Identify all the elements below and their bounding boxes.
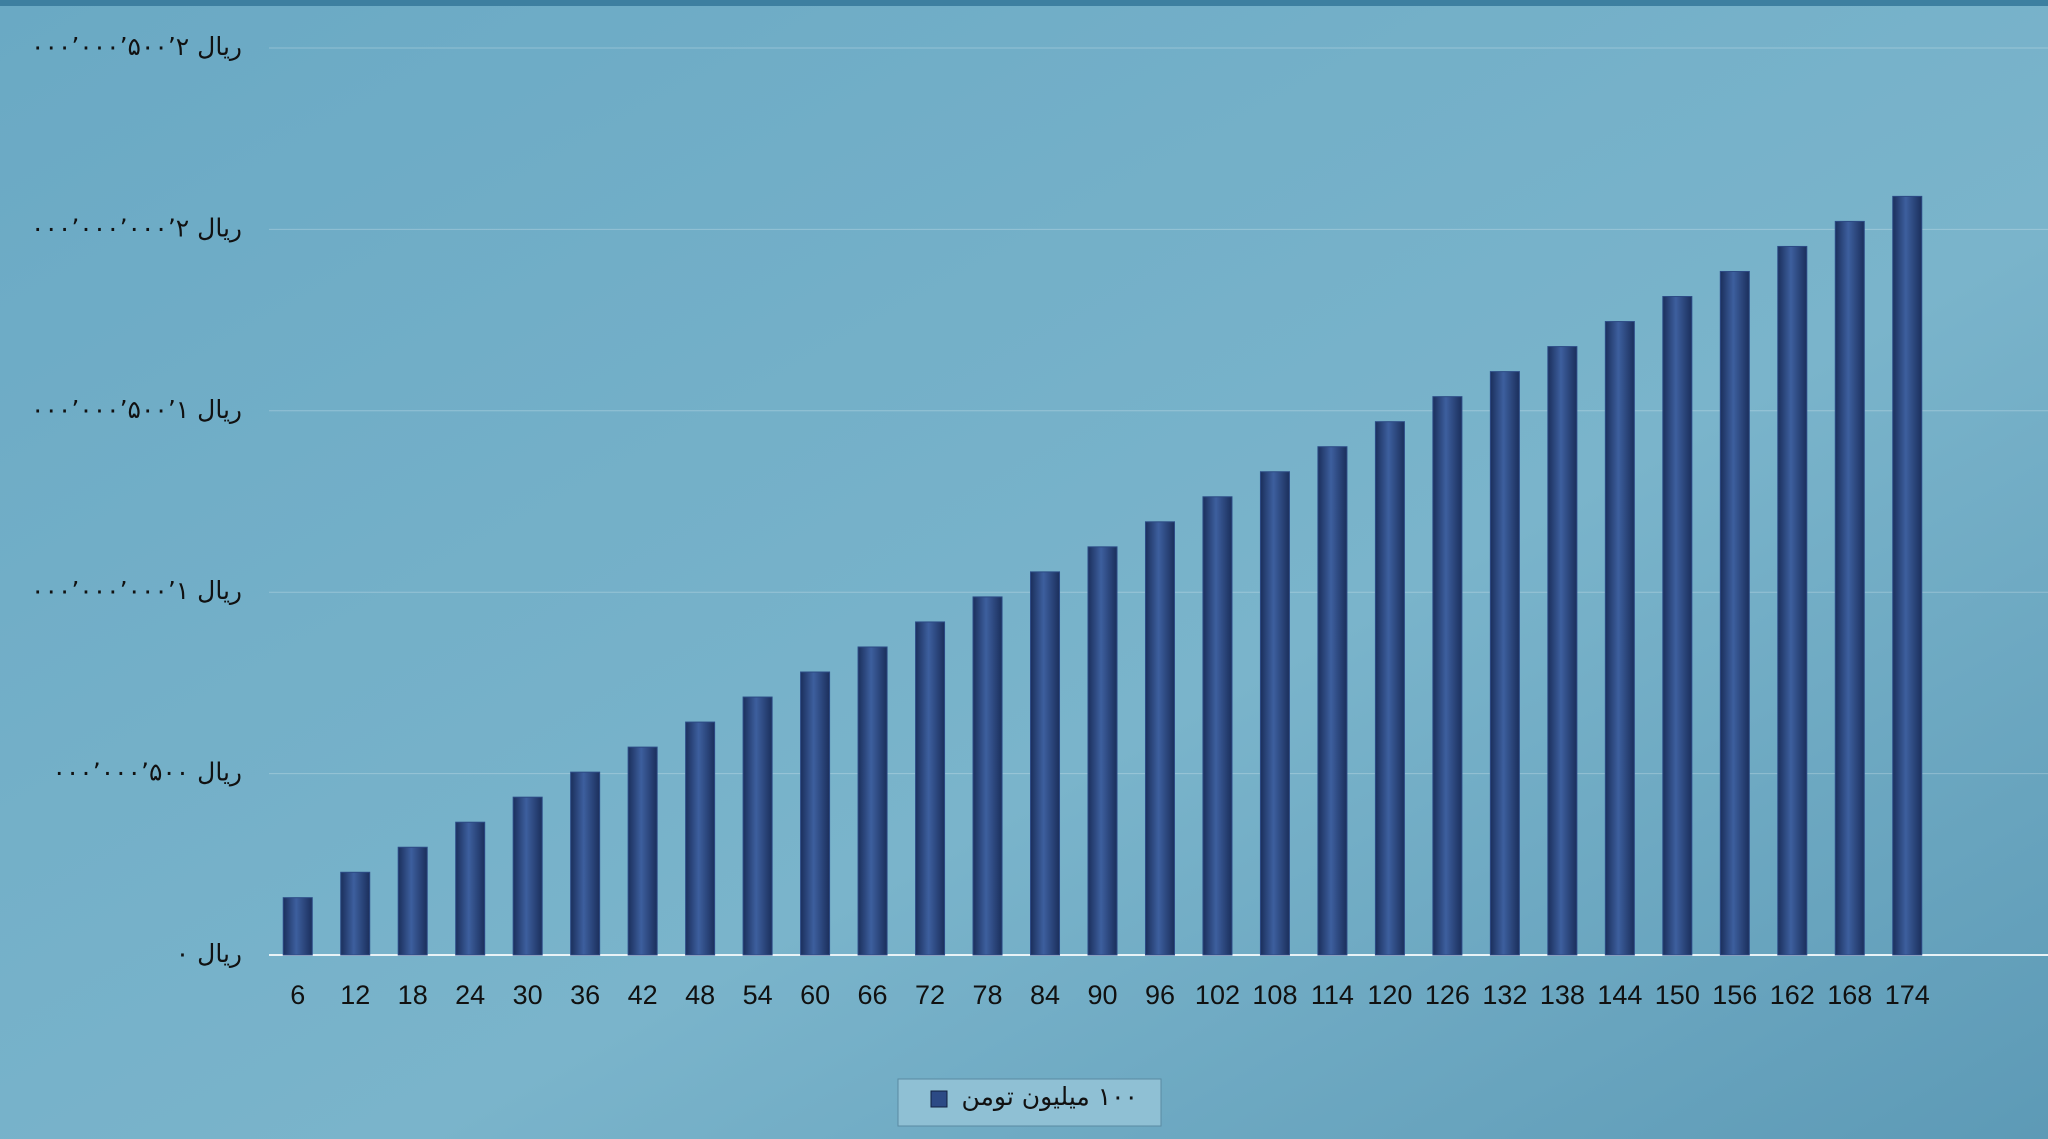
bar	[1662, 296, 1693, 956]
x-tick-label: 162	[1770, 980, 1815, 1010]
x-tick-label: 84	[1030, 980, 1060, 1010]
bar	[570, 771, 601, 956]
bar	[1489, 371, 1520, 956]
bar	[1604, 321, 1635, 956]
x-tick-label: 132	[1482, 980, 1527, 1010]
bar	[1547, 346, 1578, 956]
bar	[512, 796, 543, 956]
bar	[685, 721, 716, 956]
bar	[972, 596, 1003, 956]
x-tick-label: 42	[628, 980, 658, 1010]
y-tick-label: ریال ۱’۵۰۰’۰۰۰’۰۰۰	[31, 395, 242, 424]
x-tick-label: 156	[1712, 980, 1757, 1010]
y-tick-label: ریال ۲’۰۰۰’۰۰۰’۰۰۰	[31, 213, 242, 242]
x-tick-label: 114	[1311, 980, 1354, 1010]
x-tick-label: 138	[1540, 980, 1585, 1010]
bar	[397, 846, 428, 956]
x-tick-label: 12	[340, 980, 370, 1010]
x-tick-label: 6	[290, 980, 305, 1010]
x-tick-label: 48	[685, 980, 715, 1010]
y-tick-label: ریال ۰	[176, 939, 242, 968]
bar	[1259, 471, 1290, 956]
bar	[340, 871, 371, 956]
x-tick-label: 120	[1367, 980, 1412, 1010]
top-band	[0, 0, 2048, 6]
x-tick-label: 168	[1827, 980, 1872, 1010]
bar	[1777, 245, 1808, 956]
y-tick-label: ریال ۱’۰۰۰’۰۰۰’۰۰۰	[31, 576, 242, 605]
x-tick-label: 36	[570, 980, 600, 1010]
y-tick-label: ریال ۵۰۰’۰۰۰’۰۰۰	[52, 758, 242, 787]
x-tick-label: 90	[1087, 980, 1117, 1010]
bar	[1144, 521, 1175, 956]
x-tick-label: 24	[455, 980, 485, 1010]
bar	[915, 621, 946, 956]
x-tick-label: 126	[1425, 980, 1470, 1010]
x-tick-label: 18	[398, 980, 428, 1010]
x-tick-label: 150	[1655, 980, 1700, 1010]
legend-label: ۱۰۰ میلیون تومن	[961, 1082, 1138, 1111]
bar	[800, 671, 831, 956]
bar	[742, 696, 773, 956]
bar	[1432, 396, 1463, 956]
x-tick-label: 108	[1252, 980, 1297, 1010]
bar	[1719, 270, 1750, 956]
bar	[1317, 446, 1348, 956]
bar	[1030, 571, 1061, 956]
bar	[857, 646, 888, 956]
x-tick-label: 102	[1195, 980, 1240, 1010]
x-tick-label: 30	[513, 980, 543, 1010]
x-tick-label: 60	[800, 980, 830, 1010]
bar	[1834, 220, 1865, 956]
bar	[1374, 421, 1405, 956]
x-tick-label: 96	[1145, 980, 1175, 1010]
x-tick-label: 174	[1885, 980, 1930, 1010]
y-tick-label: ریال ۲’۵۰۰’۰۰۰’۰۰۰	[31, 32, 242, 61]
x-tick-label: 54	[743, 980, 773, 1010]
legend-swatch	[930, 1090, 948, 1108]
bar	[1892, 195, 1923, 956]
bar	[1087, 546, 1118, 956]
bar	[455, 821, 486, 956]
bar	[627, 746, 658, 956]
bar	[1202, 496, 1233, 956]
x-tick-label: 78	[973, 980, 1003, 1010]
x-tick-label: 72	[915, 980, 945, 1010]
x-tick-label: 66	[858, 980, 888, 1010]
bar	[282, 897, 313, 956]
x-tick-label: 144	[1597, 980, 1642, 1010]
